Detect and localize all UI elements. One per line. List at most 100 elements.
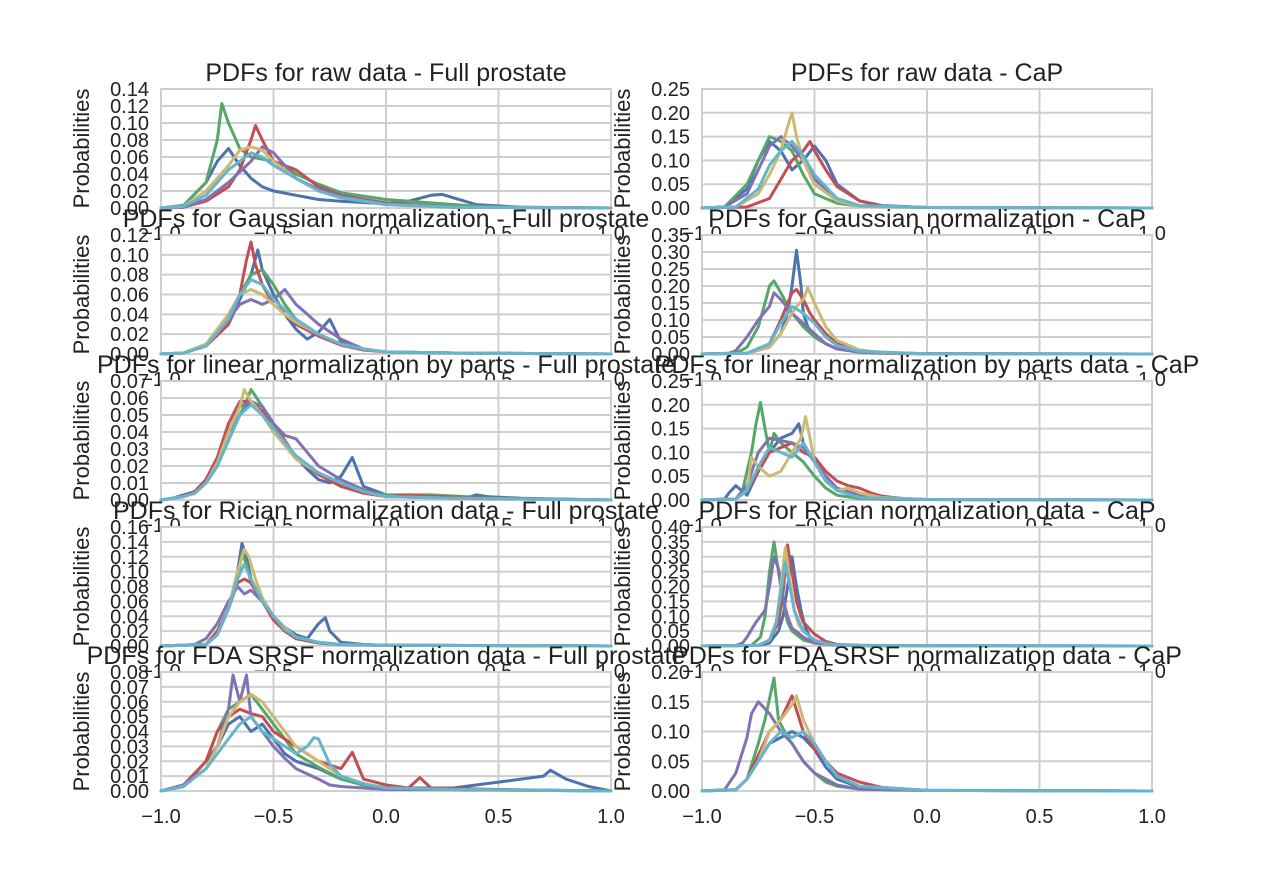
y-tick-label: 0.04 — [110, 304, 149, 326]
y-tick-label: 0.10 — [651, 722, 690, 744]
y-tick-label: 0.02 — [110, 751, 149, 773]
y-tick-label: 0.15 — [651, 419, 690, 441]
series-line-c6 — [159, 715, 613, 793]
y-tick-label: 0.25 — [651, 371, 690, 393]
y-axis-label: Probabilities — [610, 527, 635, 647]
y-tick-label: 0.15 — [651, 692, 690, 714]
y-tick-label: 0.00 — [651, 344, 690, 366]
y-tick-label: 0.10 — [110, 113, 149, 135]
y-tick-label: 0.00 — [651, 636, 690, 658]
chart-title: PDFs for raw data - Full prostate — [205, 59, 566, 87]
y-tick-label: 0.01 — [110, 766, 149, 788]
y-tick-label: 0.03 — [110, 439, 149, 461]
y-tick-label: 0.10 — [651, 310, 690, 332]
y-tick-label: 0.10 — [651, 150, 690, 172]
series-line-c6 — [700, 139, 1154, 210]
y-tick-label: 0.12 — [110, 547, 149, 569]
y-axis-label: Probabilities — [69, 527, 94, 647]
y-tick-label: 0.20 — [651, 577, 690, 599]
series-line-c6 — [159, 151, 613, 210]
y-tick-label: 0.08 — [110, 265, 149, 287]
y-tick-label: 0.04 — [110, 422, 149, 444]
chart-title: PDFs for FDA SRSF normalization data - F… — [87, 642, 686, 670]
y-tick-label: 0.08 — [110, 662, 149, 684]
y-tick-label: 0.06 — [110, 591, 149, 613]
y-tick-label: 0.05 — [651, 751, 690, 773]
y-tick-label: 0.00 — [110, 781, 149, 803]
x-tick-label: −0.5 — [795, 806, 834, 828]
y-tick-label: 0.35 — [651, 532, 690, 554]
y-tick-label: 0.00 — [110, 344, 149, 366]
chart-panel-7: −1.0−0.50.00.51.00.000.050.100.150.200.2… — [610, 497, 1166, 683]
y-tick-label: 0.08 — [110, 577, 149, 599]
x-tick-label: 1.0 — [1138, 806, 1166, 828]
y-axis-label: Probabilities — [69, 89, 94, 209]
y-axis-label: Probabilities — [69, 381, 94, 501]
x-tick-label: 1.0 — [597, 806, 625, 828]
y-tick-label: 0.25 — [651, 79, 690, 101]
y-tick-label: 0.20 — [651, 103, 690, 125]
y-tick-label: 0.05 — [651, 466, 690, 488]
y-axis-label: Probabilities — [69, 235, 94, 355]
y-tick-label: 0.16 — [110, 517, 149, 539]
y-axis-label: Probabilities — [610, 672, 635, 792]
y-tick-label: 0.05 — [651, 327, 690, 349]
chart-title: PDFs for Rician normalization data - CaP — [698, 497, 1155, 525]
x-tick-label: 0.5 — [1026, 806, 1054, 828]
y-tick-label: 0.08 — [110, 130, 149, 152]
chart-panel-8: −1.0 −0.5 0.0 0.5 1.00.000.010.020.030.040.0… — [69, 642, 685, 828]
chart-panel-9: −1.0 −0.5 0.0 0.5 1.0 0.00 0.05 0.10 0.15 0.20PDF… — [610, 642, 1182, 828]
y-tick-label: 0.06 — [110, 147, 149, 169]
y-tick-label: 0.04 — [110, 606, 149, 628]
y-axis-label: Probabilities — [69, 672, 94, 792]
series-line-c6 — [159, 403, 613, 502]
y-tick-label: 0.02 — [110, 621, 149, 643]
chart-title: PDFs for Gaussian normalization - CaP — [708, 205, 1146, 233]
series-line-c3 — [159, 399, 613, 502]
y-tick-label: 0.30 — [651, 547, 690, 569]
y-tick-label: 0.30 — [651, 242, 690, 264]
y-tick-label: 0.14 — [110, 79, 149, 101]
series-line-c6 — [700, 561, 1154, 648]
y-tick-label: 0.15 — [651, 127, 690, 149]
y-tick-label: 0.02 — [110, 456, 149, 478]
series-line-c6 — [159, 278, 613, 356]
y-tick-label: 0.00 — [651, 781, 690, 803]
y-axis-label: Probabilities — [610, 89, 635, 209]
y-tick-label: 0.07 — [110, 371, 149, 393]
y-tick-label: 0.12 — [110, 96, 149, 118]
chart-panel-5: −1.0−0.50.00.51.00.000.050.100.150.200.2… — [610, 351, 1199, 537]
series-line-c6 — [700, 304, 1154, 356]
series-line-c5 — [700, 415, 1154, 502]
y-tick-label: 0.03 — [110, 736, 149, 758]
series-line-c6 — [700, 730, 1154, 793]
y-tick-label: 0.05 — [110, 405, 149, 427]
chart-panel-3: −1.0−0.50.00.51.00.000.050.100.150.200.2… — [610, 205, 1166, 391]
y-tick-label: 0.10 — [651, 442, 690, 464]
y-axis-label: Probabilities — [610, 381, 635, 501]
series-line-c4 — [700, 291, 1154, 356]
y-tick-label: 0.00 — [110, 490, 149, 512]
chart-title: PDFs for Rician normalization data - Ful… — [113, 497, 659, 525]
y-tick-label: 0.14 — [110, 532, 149, 554]
y-tick-label: 0.00 — [110, 198, 149, 220]
y-tick-label: 0.25 — [651, 259, 690, 281]
chart-title: PDFs for raw data - CaP — [791, 59, 1063, 87]
chart-title: PDFs for FDA SRSF normalization data - C… — [672, 642, 1182, 670]
y-tick-label: 0.10 — [110, 245, 149, 267]
y-tick-label: 0.04 — [110, 722, 149, 744]
y-tick-label: 0.02 — [110, 181, 149, 203]
chart-title: PDFs for linear normalization by parts d… — [655, 351, 1200, 379]
y-tick-label: 0.01 — [110, 473, 149, 495]
y-tick-label: 0.12 — [110, 225, 149, 247]
y-tick-label: 0.40 — [651, 517, 690, 539]
y-tick-label: 0.00 — [110, 636, 149, 658]
y-tick-label: 0.00 — [651, 198, 690, 220]
x-tick-label: −1.0 — [141, 806, 180, 828]
y-tick-label: 0.10 — [110, 562, 149, 584]
series-line-c6 — [700, 441, 1154, 502]
y-tick-label: 0.05 — [651, 621, 690, 643]
y-tick-label: 0.15 — [651, 591, 690, 613]
y-tick-label: 0.06 — [110, 388, 149, 410]
